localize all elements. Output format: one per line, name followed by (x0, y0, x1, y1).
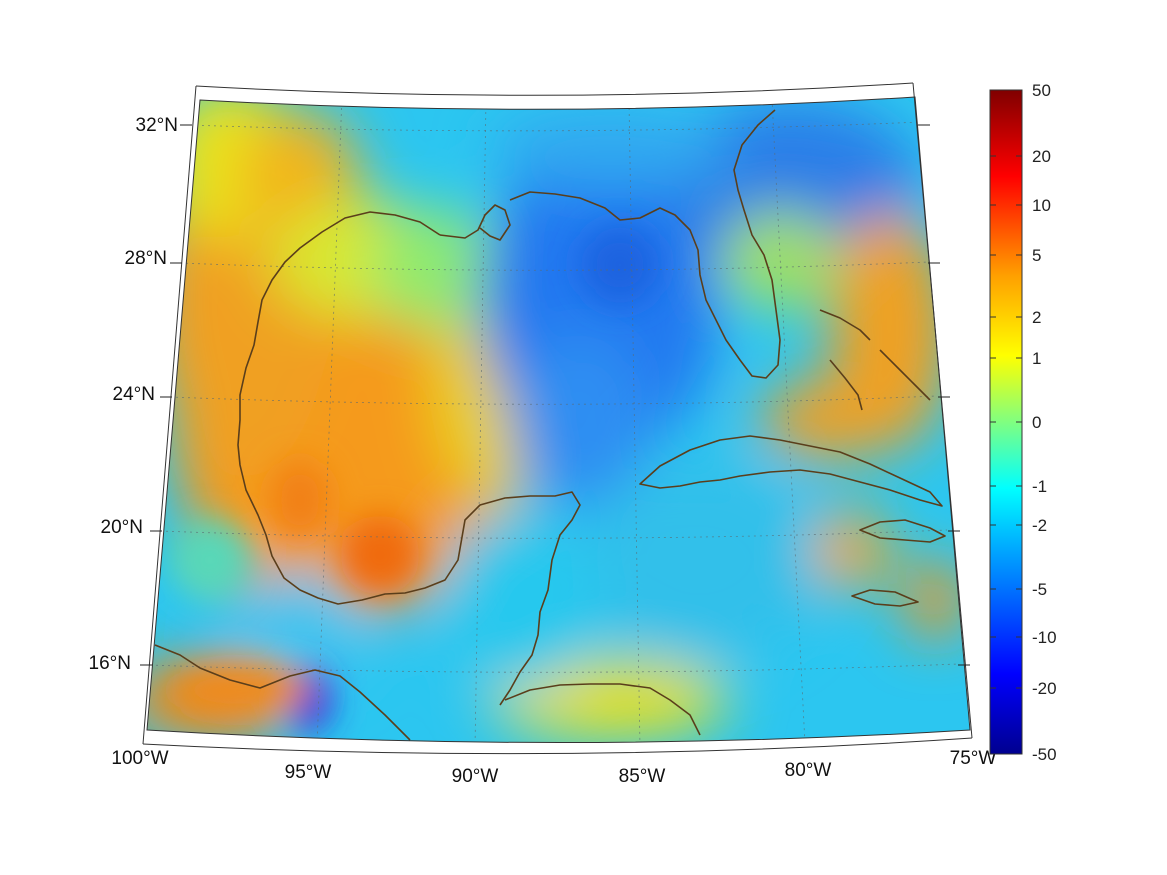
map-frame (140, 82, 973, 755)
colorbar-label-0: 0 (1032, 413, 1041, 432)
longitude-labels: 100°W 95°W 90°W 85°W 80°W 75°W (111, 748, 996, 787)
lat-label-16n: 16°N (89, 653, 131, 674)
lat-label-32n: 32°N (136, 115, 178, 136)
colorbar-label-20: 20 (1032, 147, 1051, 166)
colorbar-labels: 50 20 10 5 2 1 0 -1 -2 -5 -10 -20 -50 (1032, 81, 1057, 764)
colorbar-label-5: 5 (1032, 246, 1041, 265)
colorbar-label-neg5: -5 (1032, 580, 1047, 599)
colorbar-label-2: 2 (1032, 308, 1041, 327)
colorbar-label-neg10: -10 (1032, 628, 1057, 647)
lat-label-24n: 24°N (113, 384, 155, 405)
colorbar-label-neg20: -20 (1032, 679, 1057, 698)
colorbar-label-10: 10 (1032, 196, 1051, 215)
lat-label-28n: 28°N (125, 248, 167, 269)
colorbar-label-neg50: -50 (1032, 745, 1057, 764)
lat-label-20n: 20°N (101, 517, 143, 538)
lon-label-90w: 90°W (452, 766, 499, 787)
colorbar-label-50: 50 (1032, 81, 1051, 100)
colorbar-label-neg2: -2 (1032, 516, 1047, 535)
field-layer (147, 97, 970, 743)
coastlines (154, 109, 946, 741)
lon-label-75w: 75°W (950, 748, 997, 769)
graticule (149, 97, 959, 743)
lon-label-95w: 95°W (285, 762, 332, 783)
lon-label-80w: 80°W (785, 760, 832, 781)
lon-label-85w: 85°W (619, 766, 666, 787)
colorbar-label-1: 1 (1032, 349, 1041, 368)
colorbar-label-neg1: -1 (1032, 477, 1047, 496)
lon-label-100w: 100°W (111, 748, 168, 769)
colorbar: 50 20 10 5 2 1 0 -1 -2 -5 -10 -20 -50 (989, 81, 1057, 764)
latitude-labels: 32°N 28°N 24°N 20°N 16°N (89, 115, 178, 674)
colorbar-ticks (990, 89, 1022, 755)
